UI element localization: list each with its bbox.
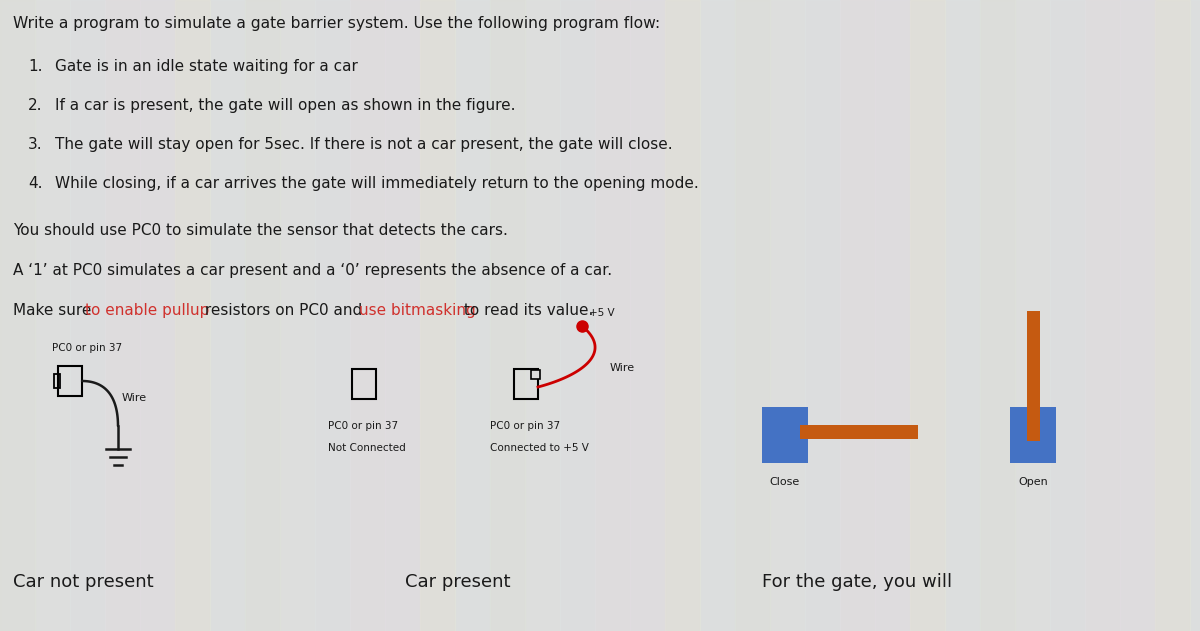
- Bar: [1120, 0, 1154, 631]
- Text: Car not present: Car not present: [13, 573, 154, 591]
- Bar: [980, 0, 1015, 631]
- Text: The gate will stay open for 5sec. If there is not a car present, the gate will c: The gate will stay open for 5sec. If the…: [55, 137, 673, 152]
- Bar: [1027, 311, 1040, 441]
- Text: resistors on PC0 and: resistors on PC0 and: [200, 303, 367, 318]
- Bar: [70, 0, 106, 631]
- Text: Wire: Wire: [610, 363, 635, 373]
- Bar: [280, 0, 314, 631]
- Text: PC0 or pin 37: PC0 or pin 37: [52, 343, 122, 353]
- Bar: [420, 0, 455, 631]
- Bar: [530, 370, 540, 379]
- Bar: [875, 0, 910, 631]
- Bar: [560, 0, 595, 631]
- Bar: [762, 407, 808, 463]
- Text: While closing, if a car arrives the gate will immediately return to the opening : While closing, if a car arrives the gate…: [55, 176, 698, 191]
- Bar: [350, 0, 385, 631]
- Bar: [700, 0, 734, 631]
- Bar: [526, 0, 560, 631]
- Text: 4.: 4.: [28, 176, 42, 191]
- Bar: [800, 425, 918, 439]
- Bar: [58, 366, 82, 396]
- Text: A ‘1’ at PC0 simulates a car present and a ‘0’ represents the absence of a car.: A ‘1’ at PC0 simulates a car present and…: [13, 263, 612, 278]
- Bar: [140, 0, 175, 631]
- Text: 2.: 2.: [28, 98, 42, 113]
- Text: to enable pullup: to enable pullup: [85, 303, 209, 318]
- Bar: [352, 369, 376, 399]
- Bar: [54, 374, 60, 388]
- Bar: [455, 0, 490, 631]
- Text: to read its value.: to read its value.: [460, 303, 594, 318]
- Bar: [210, 0, 245, 631]
- Text: 1.: 1.: [28, 59, 42, 74]
- Bar: [770, 0, 805, 631]
- Bar: [1190, 0, 1200, 631]
- Bar: [245, 0, 280, 631]
- Text: Wire: Wire: [122, 393, 148, 403]
- Text: Make sure: Make sure: [13, 303, 96, 318]
- Bar: [665, 0, 700, 631]
- Bar: [946, 0, 980, 631]
- Text: PC0 or pin 37: PC0 or pin 37: [490, 421, 560, 431]
- Bar: [490, 0, 524, 631]
- Bar: [910, 0, 946, 631]
- Bar: [1085, 0, 1120, 631]
- Text: Car present: Car present: [406, 573, 510, 591]
- Text: For the gate, you will: For the gate, you will: [762, 573, 952, 591]
- Text: Connected to +5 V: Connected to +5 V: [490, 443, 589, 453]
- Text: 3.: 3.: [28, 137, 43, 152]
- Bar: [514, 369, 538, 399]
- Bar: [1154, 0, 1190, 631]
- Bar: [0, 0, 35, 631]
- Bar: [630, 0, 665, 631]
- Bar: [595, 0, 630, 631]
- Bar: [385, 0, 420, 631]
- Bar: [175, 0, 210, 631]
- Text: Gate is in an idle state waiting for a car: Gate is in an idle state waiting for a c…: [55, 59, 358, 74]
- Bar: [1010, 407, 1056, 463]
- Text: use bitmasking: use bitmasking: [359, 303, 475, 318]
- Bar: [314, 0, 350, 631]
- Text: +5 V: +5 V: [589, 308, 614, 318]
- Text: You should use PC0 to simulate the sensor that detects the cars.: You should use PC0 to simulate the senso…: [13, 223, 508, 238]
- Text: Not Connected: Not Connected: [328, 443, 406, 453]
- Bar: [35, 0, 70, 631]
- Bar: [840, 0, 875, 631]
- Text: If a car is present, the gate will open as shown in the figure.: If a car is present, the gate will open …: [55, 98, 516, 113]
- Text: PC0 or pin 37: PC0 or pin 37: [328, 421, 398, 431]
- Bar: [734, 0, 770, 631]
- Bar: [805, 0, 840, 631]
- Bar: [1050, 0, 1085, 631]
- Text: Write a program to simulate a gate barrier system. Use the following program flo: Write a program to simulate a gate barri…: [13, 16, 660, 31]
- Bar: [106, 0, 140, 631]
- Text: Close: Close: [770, 477, 800, 487]
- Bar: [1015, 0, 1050, 631]
- Text: Open: Open: [1018, 477, 1048, 487]
